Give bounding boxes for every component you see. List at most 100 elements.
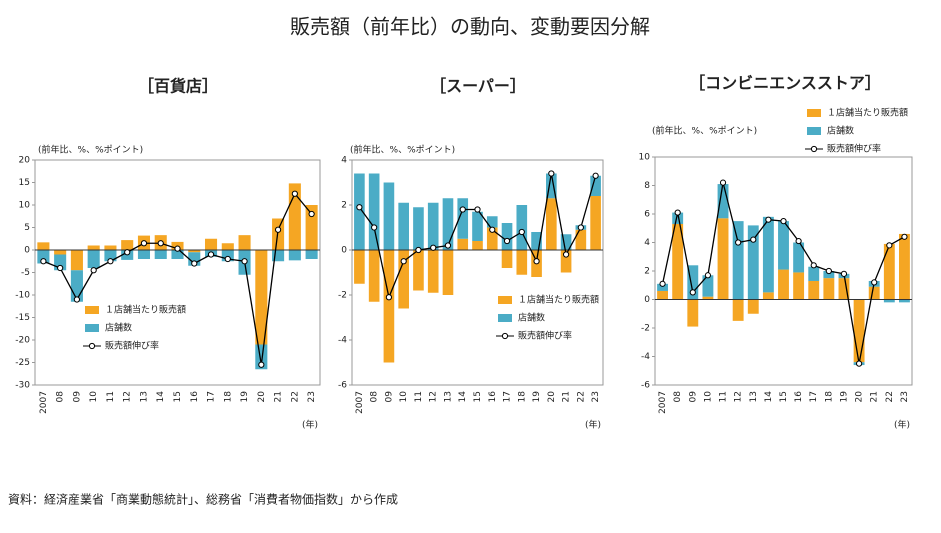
bar <box>516 250 528 275</box>
bar <box>354 173 365 250</box>
line-point <box>191 260 198 267</box>
line-point <box>674 209 681 216</box>
bar <box>747 299 759 314</box>
legend-label: 店舗数 <box>105 322 132 334</box>
line-point <box>562 251 570 258</box>
bar <box>255 344 268 370</box>
line-point <box>157 240 164 247</box>
bar <box>883 243 895 300</box>
x-tick-label: 15 <box>779 391 789 402</box>
x-tick-label: 13 <box>139 391 149 402</box>
line-point <box>258 361 265 368</box>
line-point <box>415 246 422 254</box>
bar <box>590 196 601 250</box>
bar <box>368 250 380 302</box>
y-axis-note: (前年比、%、%ポイント) <box>350 144 455 156</box>
y-axis-note: (前年比、%、%ポイント) <box>652 125 757 137</box>
bar <box>383 182 395 250</box>
legend-label: １店舗当たり販売額 <box>518 294 599 306</box>
bar <box>793 242 805 273</box>
bar <box>853 299 865 363</box>
bar <box>154 250 167 259</box>
bar <box>717 218 729 300</box>
line-point <box>503 237 511 245</box>
x-tick-label: 20 <box>547 391 557 403</box>
bar <box>255 250 268 345</box>
x-tick-label: 08 <box>673 391 683 403</box>
bar <box>868 286 880 300</box>
y-tick-label: -2 <box>641 324 650 334</box>
x-tick-label: 18 <box>223 391 233 403</box>
bar <box>427 250 439 293</box>
y-tick-label: 15 <box>19 178 30 188</box>
y-tick-label: -6 <box>338 381 347 391</box>
line <box>43 192 313 365</box>
x-tick-label: 18 <box>824 391 834 403</box>
legend-marker <box>810 145 818 153</box>
x-tick-label: 20 <box>257 391 267 403</box>
bar <box>137 250 151 259</box>
y-tick-label: 0 <box>24 246 30 256</box>
bar <box>486 227 498 250</box>
x-tick-label: 2007 <box>39 391 49 414</box>
bar <box>37 250 50 264</box>
legend-label: 店舗数 <box>827 125 854 137</box>
x-tick-label: 14 <box>764 391 774 403</box>
x-tick-label: 16 <box>488 391 498 403</box>
bar <box>442 250 454 295</box>
line-point <box>592 172 599 179</box>
bar <box>368 173 380 250</box>
legend-marker <box>501 332 509 340</box>
x-tick-label: 09 <box>384 391 394 403</box>
x-tick-label: 23 <box>307 391 317 402</box>
x-tick-label: 22 <box>885 391 895 402</box>
line-point <box>840 270 848 277</box>
bar <box>457 238 469 250</box>
legend-marker <box>88 342 96 350</box>
bar <box>221 250 234 262</box>
legend-swatch <box>85 324 99 332</box>
line-point <box>855 360 863 367</box>
y-tick-label: 20 <box>19 156 31 166</box>
y-tick-label: -5 <box>21 268 30 278</box>
y-tick-label: 10 <box>19 201 31 211</box>
x-tick-label: 11 <box>414 391 424 402</box>
bar <box>590 175 601 196</box>
bar <box>657 283 669 291</box>
x-tick-label: 13 <box>443 391 453 402</box>
bar <box>70 250 83 271</box>
x-tick-label: 13 <box>749 391 759 402</box>
x-tick-label: 14 <box>156 391 166 403</box>
bar <box>413 250 424 291</box>
x-tick-label: 16 <box>190 391 200 403</box>
bar <box>717 184 729 219</box>
y-tick-label: 0 <box>341 246 347 256</box>
bar <box>204 238 218 250</box>
bar <box>383 250 395 363</box>
y-tick-label: -20 <box>15 336 30 346</box>
bar <box>808 280 820 300</box>
bar <box>823 271 835 279</box>
bar <box>501 250 513 268</box>
y-tick-label: -4 <box>338 336 347 346</box>
line-point <box>765 216 772 223</box>
legend-swatch <box>85 306 99 314</box>
line-point <box>385 294 393 301</box>
x-tick-label: 17 <box>503 391 513 402</box>
x-tick-label: 21 <box>870 391 880 402</box>
x-tick-label: 12 <box>123 391 133 402</box>
line-point <box>107 258 114 265</box>
bar <box>54 250 67 255</box>
x-tick-label: 23 <box>900 391 910 402</box>
bar <box>898 233 910 300</box>
bar <box>793 272 805 300</box>
line-point <box>444 242 452 249</box>
x-tick-label: 08 <box>56 391 66 403</box>
y-axis-note: (前年比、%、%ポイント) <box>38 144 143 156</box>
x-tick-label: 11 <box>719 391 729 402</box>
line-point <box>518 228 525 236</box>
bar <box>272 250 285 262</box>
bar <box>121 240 134 250</box>
line-point <box>735 239 742 246</box>
